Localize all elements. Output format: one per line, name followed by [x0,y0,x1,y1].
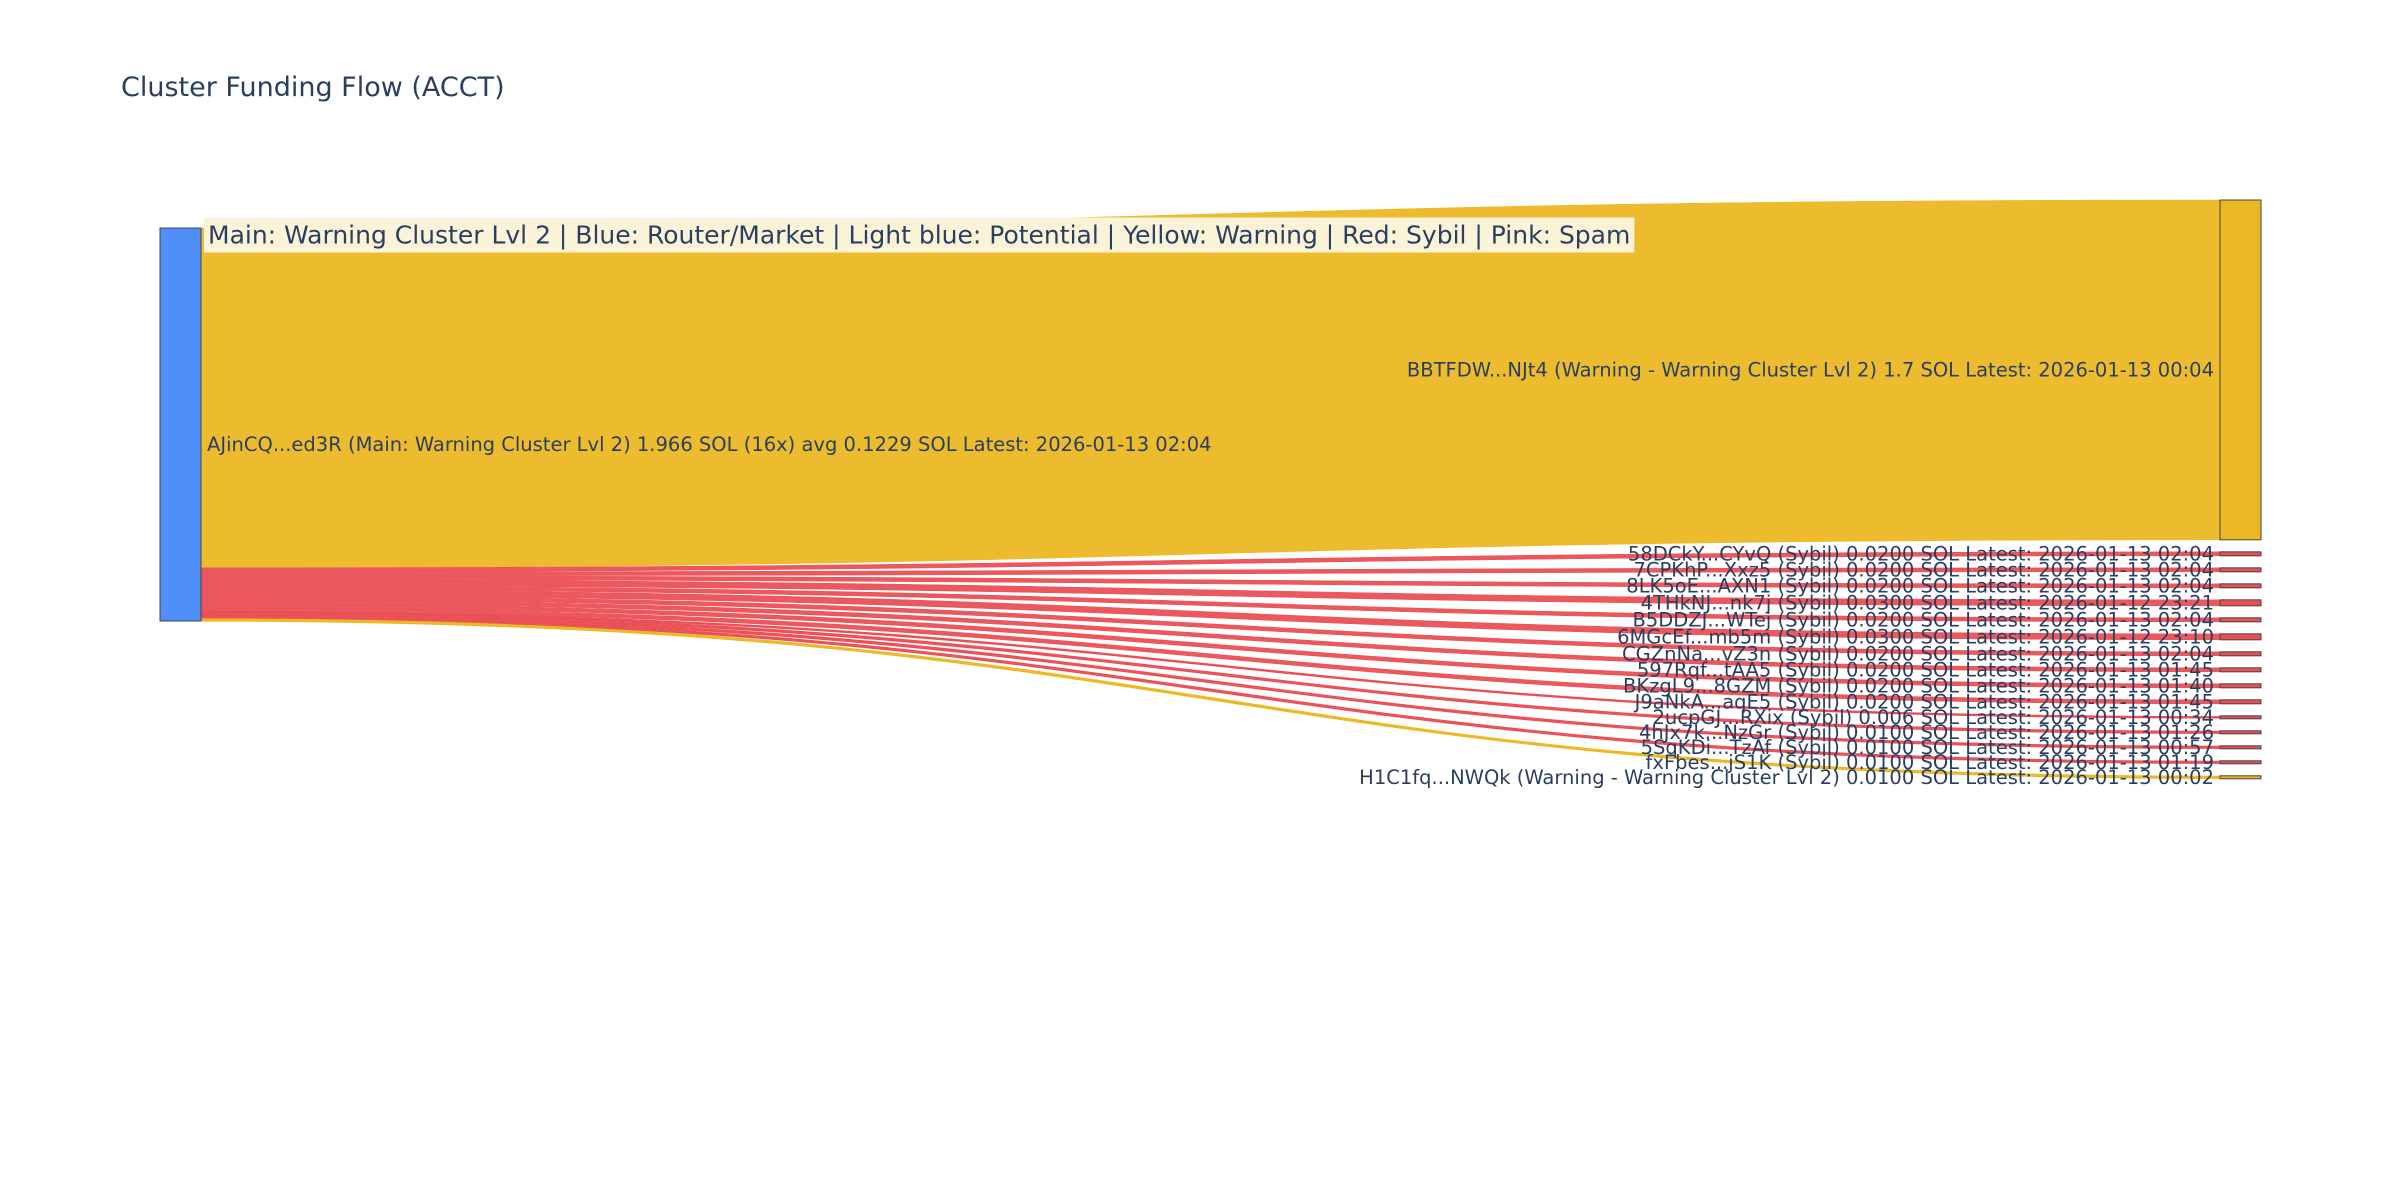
target-label: 2ucpGJ...RXix (Sybil) 0.006 SOL Latest: … [1653,706,2215,729]
target-label: 8LK5oE...AXN1 (Sybil) 0.0200 SOL Latest:… [1626,574,2214,597]
target-label: BBTFDW...NJt4 (Warning - Warning Cluster… [1407,358,2214,381]
flow-nodes [159,199,2262,780]
target-label: B5DDZJ...WTej (Sybil) 0.0200 SOL Latest:… [1632,608,2214,631]
flow-link[interactable] [200,199,2221,569]
target-label: H1C1fq...NWQk (Warning - Warning Cluster… [1359,766,2214,789]
target-node[interactable] [2219,617,2262,623]
target-label: J9aNkA...aqE5 (Sybil) 0.0200 SOL Latest:… [1633,690,2214,713]
target-label: 597Rqf...tAA5 (Sybil) 0.0200 SOL Latest:… [1637,658,2214,681]
flow-links [200,199,2221,779]
target-label: 7CPKhP...Xxz5 (Sybil) 0.0200 SOL Latest:… [1634,558,2215,581]
target-label: 58DCkY...CYvQ (Sybil) 0.0200 SOL Latest:… [1628,542,2214,565]
legend-background [204,217,1635,253]
target-node[interactable] [2219,699,2262,705]
target-node[interactable] [2219,651,2262,657]
legend-text: Main: Warning Cluster Lvl 2 | Blue: Rout… [208,221,1630,250]
target-node[interactable] [2219,730,2262,735]
target-node[interactable] [2219,745,2262,750]
chart-title: Cluster Funding Flow (ACCT) [121,72,505,103]
target-node[interactable] [2219,715,2262,720]
target-label: BKzgL9...8GZM (Sybil) 0.0200 SOL Latest:… [1623,674,2214,697]
target-label: CGZnNa...vZ3n (Sybil) 0.0200 SOL Latest:… [1622,642,2214,665]
target-node[interactable] [2219,551,2262,557]
target-label: 5SqKDi...TzAf (Sybil) 0.0100 SOL Latest:… [1641,736,2214,759]
target-node[interactable] [2219,683,2262,689]
source-label: AJinCQ...ed3R (Main: Warning Cluster Lvl… [207,433,1212,456]
target-label: 4hJx7k...NzGr (Sybil) 0.0100 SOL Latest:… [1639,721,2214,744]
target-node[interactable] [2219,775,2262,780]
target-node[interactable] [2219,599,2262,607]
target-node[interactable] [2219,667,2262,673]
target-label: fxFbes...jS1K (Sybil) 0.0100 SOL Latest:… [1646,751,2214,774]
target-node[interactable] [2219,633,2262,641]
target-label: 4THkNJ...nk7j (Sybil) 0.0300 SOL Latest:… [1641,591,2214,614]
target-node[interactable] [2219,583,2262,589]
target-node[interactable] [2219,199,2262,541]
source-node[interactable] [159,227,202,622]
legend: Main: Warning Cluster Lvl 2 | Blue: Rout… [204,217,1635,253]
target-label: 6MGcEf...mb5m (Sybil) 0.0300 SOL Latest:… [1617,625,2214,648]
target-node[interactable] [2219,760,2262,765]
target-node[interactable] [2219,567,2262,573]
flow-labels: BBTFDW...NJt4 (Warning - Warning Cluster… [207,358,2214,788]
